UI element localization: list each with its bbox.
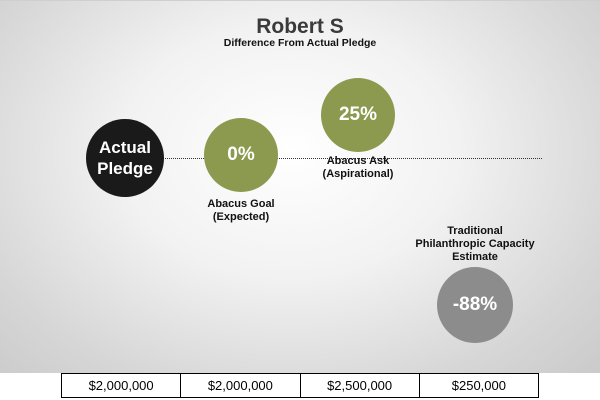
baseline-line xyxy=(160,158,542,159)
traditional-estimate-bubble: -88% xyxy=(437,267,513,343)
chart-title: Robert S xyxy=(256,15,344,38)
actual-pledge-label: Actual Pledge xyxy=(97,138,153,178)
traditional-estimate-value: -88% xyxy=(452,294,498,315)
amount-cell-ask: $2,500,000 xyxy=(301,374,420,397)
abacus-goal-bubble: 0% xyxy=(204,118,278,192)
amount-cell-goal: $2,000,000 xyxy=(181,374,301,397)
chart-panel: Robert S Difference From Actual Pledge A… xyxy=(0,0,600,373)
abacus-ask-value: 25% xyxy=(338,104,378,125)
amount-cell-actual: $2,000,000 xyxy=(62,374,182,397)
chart-subtitle: Difference From Actual Pledge xyxy=(223,37,377,49)
traditional-estimate-label: Traditional Philanthropic Capacity Estim… xyxy=(415,225,535,263)
abacus-ask-label: Abacus Ask (Aspirational) xyxy=(322,155,394,180)
abacus-goal-value: 0% xyxy=(227,144,255,165)
abacus-ask-bubble: 25% xyxy=(321,78,395,152)
amount-cell-traditional: $250,000 xyxy=(451,378,506,393)
abacus-goal-label: Abacus Goal (Expected) xyxy=(207,198,275,223)
amounts-table: $2,000,000 $2,000,000 $2,500,000 $250,00… xyxy=(61,373,539,398)
actual-pledge-bubble: Actual Pledge xyxy=(86,119,164,197)
